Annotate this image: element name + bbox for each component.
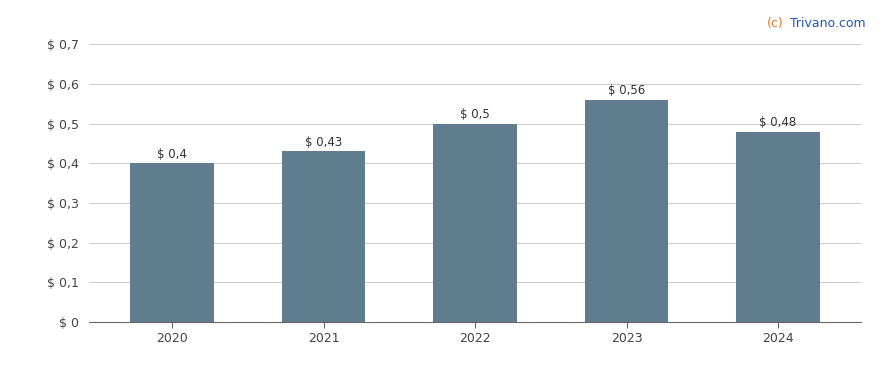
Text: $ 0,4: $ 0,4 [157,148,187,161]
Text: Trivano.com: Trivano.com [786,17,866,30]
Text: (c): (c) [767,17,784,30]
Bar [131,163,214,322]
Bar [736,132,820,322]
Text: $ 0,43: $ 0,43 [305,136,342,149]
Text: $ 0,5: $ 0,5 [460,108,490,121]
Bar [282,151,365,322]
Bar [585,100,669,322]
Bar [433,124,517,322]
Text: $ 0,56: $ 0,56 [608,84,646,97]
Text: $ 0,48: $ 0,48 [759,116,797,129]
